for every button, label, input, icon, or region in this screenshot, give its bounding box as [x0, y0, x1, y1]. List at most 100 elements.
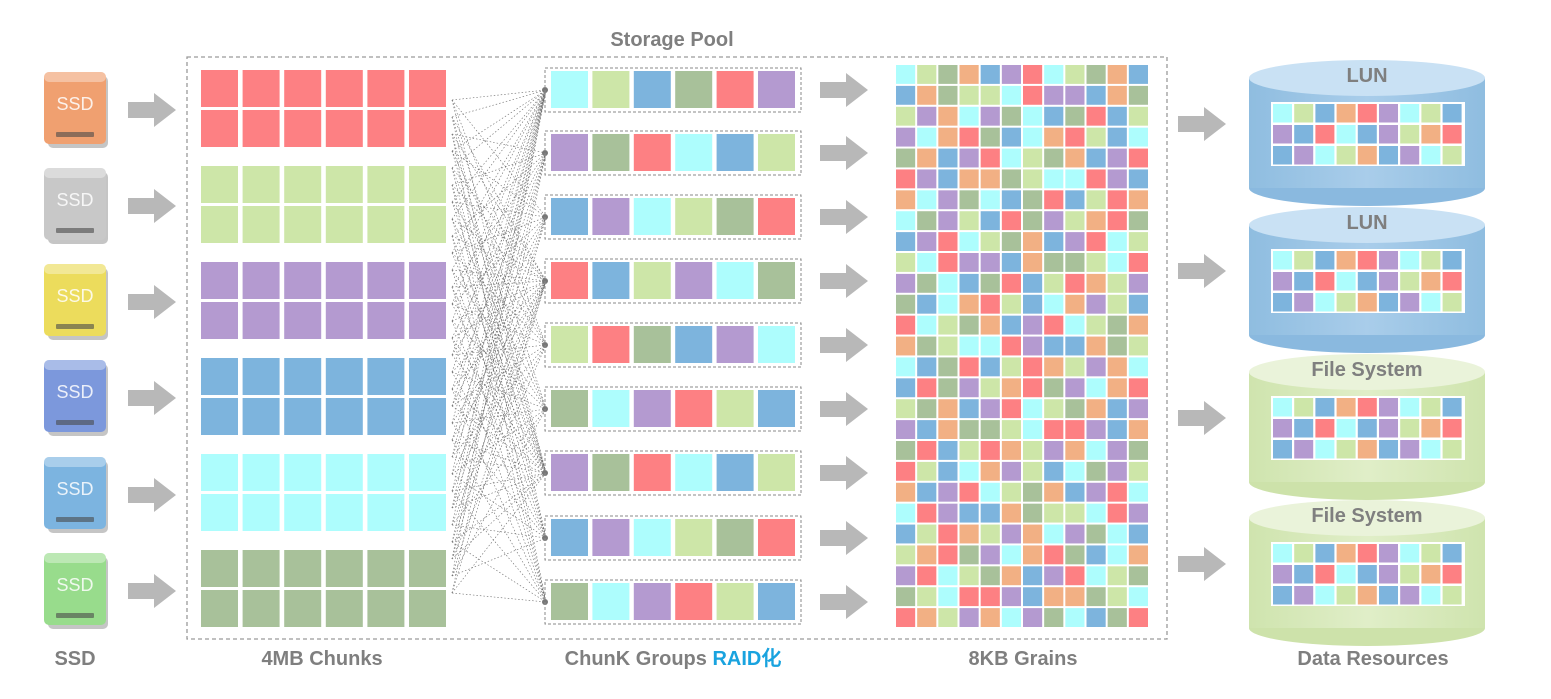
- grain-cell: [1044, 482, 1064, 502]
- chunk-block-green: [201, 166, 446, 243]
- grain-cell: [1086, 106, 1106, 126]
- link-line: [451, 280, 547, 322]
- chunk-group-cell: [633, 134, 671, 171]
- grain-cell: [917, 315, 937, 335]
- label-raid-text: RAID化: [712, 646, 781, 670]
- chunk-block-cyan: [201, 454, 446, 531]
- grain-cell: [1001, 169, 1021, 189]
- link-line: [451, 371, 547, 539]
- resource-grain-cell: [1336, 293, 1356, 312]
- chunk-group-cell: [675, 519, 713, 556]
- resource-grain-cell: [1442, 251, 1462, 270]
- chunk-cell: [409, 70, 446, 107]
- resource-grain-cell: [1294, 398, 1314, 417]
- resource-grain-cell: [1315, 125, 1335, 144]
- ssd-connector: [56, 613, 94, 618]
- grain-cell: [1023, 336, 1043, 356]
- grain-cell: [1107, 294, 1127, 314]
- chunk-cell: [409, 302, 446, 339]
- chunk-to-group-links: [451, 87, 548, 605]
- ssd-arrows: [128, 93, 176, 608]
- grain-cell: [1044, 336, 1064, 356]
- ssd-body: [44, 553, 106, 625]
- link-line: [451, 280, 547, 339]
- chunk-cell: [242, 110, 280, 147]
- grain-cell: [1023, 273, 1043, 293]
- link-line: [451, 216, 547, 458]
- link-line: [451, 388, 547, 603]
- grain-cell: [980, 399, 1000, 419]
- grain-cell: [1107, 608, 1127, 627]
- grain-cell: [1023, 169, 1043, 189]
- grain-cell: [896, 253, 916, 272]
- grain-cell: [1023, 608, 1043, 627]
- chunk-group-cell: [716, 326, 754, 363]
- grain-cell: [917, 148, 937, 168]
- grain-cell: [917, 336, 937, 356]
- link-line: [451, 152, 547, 594]
- grain-cell: [938, 461, 958, 481]
- chunk-group: [544, 450, 802, 496]
- grain-cell: [896, 211, 916, 231]
- grain-cell: [1107, 148, 1127, 168]
- chunk-group: [544, 67, 802, 113]
- link-line: [451, 388, 547, 474]
- grain-cell: [1023, 232, 1043, 251]
- grain-cell: [1107, 420, 1127, 439]
- chunk-group-cell: [716, 71, 754, 108]
- chunk-group-cell: [716, 454, 754, 491]
- grain-cell: [980, 315, 1000, 335]
- grain-cell: [1044, 461, 1064, 481]
- link-line: [451, 89, 547, 424]
- resource-grain-cell: [1273, 398, 1292, 417]
- group-arrow: [820, 73, 868, 107]
- grain-cell: [917, 169, 937, 189]
- resource-grain-cell: [1336, 544, 1356, 563]
- grain-cell: [980, 65, 1000, 84]
- grain-cell: [1128, 127, 1148, 147]
- grain-cell: [1044, 232, 1064, 251]
- link-line: [451, 371, 547, 410]
- link-line: [451, 218, 547, 410]
- chunk-group-frame: [544, 322, 802, 368]
- chunk-group-cell: [633, 262, 671, 299]
- grain-cell: [1023, 587, 1043, 607]
- grain-cell: [959, 315, 979, 335]
- chunk-group: [544, 515, 802, 561]
- grain-cell: [1044, 127, 1064, 147]
- chunk-cell: [242, 454, 280, 491]
- grain-cell: [1086, 524, 1106, 544]
- grain-cell: [1065, 587, 1085, 607]
- grain-cell: [1086, 127, 1106, 147]
- link-line: [451, 439, 547, 474]
- grain-cell: [1065, 106, 1085, 126]
- chunk-group-cell: [675, 262, 713, 299]
- grain-cell: [1023, 253, 1043, 272]
- chunk-cell: [201, 166, 238, 203]
- grain-cell: [959, 608, 979, 627]
- grain-cell: [1065, 85, 1085, 105]
- link-line: [451, 344, 547, 560]
- link-line: [451, 89, 547, 254]
- group-arrow: [820, 136, 868, 170]
- grain-cell: [959, 106, 979, 126]
- chunk-block-purple: [201, 262, 446, 339]
- chunk-group-cell: [551, 583, 588, 620]
- grain-cell: [959, 399, 979, 419]
- storage-pool-title: Storage Pool: [610, 29, 733, 51]
- chunk-cell: [325, 590, 363, 627]
- grain-cell: [980, 211, 1000, 231]
- grain-cell: [1023, 420, 1043, 439]
- grain-cell: [1044, 587, 1064, 607]
- grain-cell: [1044, 190, 1064, 210]
- resource-grain-cell: [1273, 586, 1292, 605]
- grain-cell: [917, 253, 937, 272]
- resource-grain-cell: [1294, 419, 1314, 438]
- grain-cell: [959, 503, 979, 523]
- resource-grain-cell: [1400, 419, 1420, 438]
- grain-cell: [1128, 294, 1148, 314]
- chunk-group-frame: [544, 67, 802, 113]
- chunk-cell: [325, 494, 363, 531]
- resource-grain-cell: [1400, 146, 1420, 165]
